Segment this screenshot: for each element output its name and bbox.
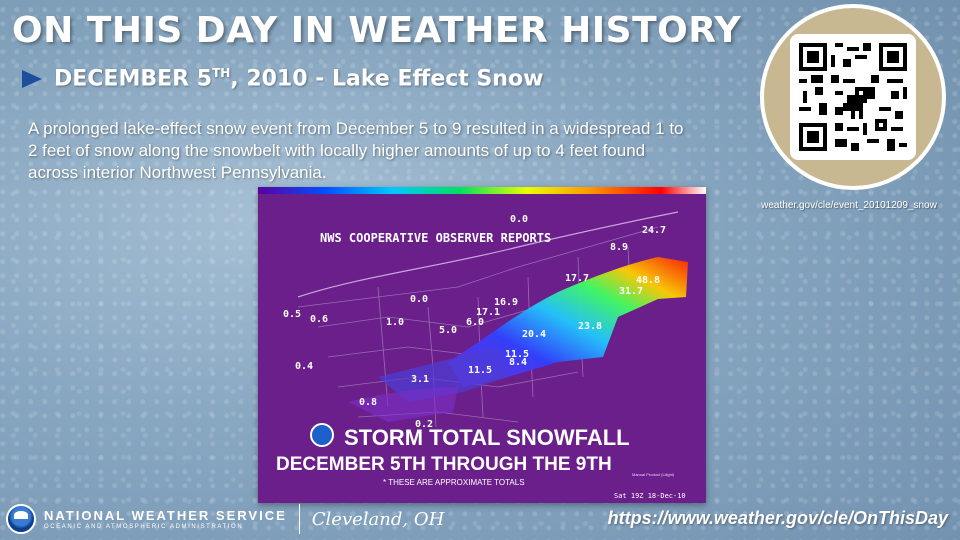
event-date: DECEMBER 5TH, 2010 - Lake Effect Snow	[54, 66, 544, 92]
page-title: ON THIS DAY IN WEATHER HISTORY	[12, 10, 742, 51]
footer-divider	[298, 504, 300, 534]
map-value: 20.4	[522, 329, 546, 340]
nws-seal-icon	[310, 423, 334, 447]
map-value: 0.2	[415, 419, 433, 430]
map-value: 11.5	[505, 349, 529, 360]
agency-name: NATIONAL WEATHER SERVICE	[44, 507, 287, 523]
map-value: 8.9	[610, 242, 628, 253]
qr-code-graphic	[795, 39, 911, 155]
map-header: NWS COOPERATIVE OBSERVER REPORTS	[320, 231, 551, 245]
dinosaur-icon	[843, 87, 875, 119]
map-value: 0.5	[283, 309, 301, 320]
map-timestamp: Sat 19Z 18-Dec-10	[614, 492, 686, 500]
map-value: 0.6	[310, 314, 328, 325]
map-value: 0.0	[410, 294, 428, 305]
map-product-note: Manual Product (Lilight)	[632, 472, 675, 477]
snowfall-map-graphic: NWS COOPERATIVE OBSERVER REPORTS 0.0 24.…	[258, 187, 706, 503]
snowfall-map: NWS COOPERATIVE OBSERVER REPORTS 0.0 24.…	[258, 187, 706, 503]
nws-footer-logo: NATIONAL WEATHER SERVICE OCEANIC AND ATM…	[6, 504, 444, 534]
map-value: 23.8	[578, 321, 602, 332]
map-value: 48.8	[636, 275, 660, 286]
map-value: 16.9	[494, 297, 518, 308]
map-value: 17.7	[565, 273, 589, 284]
map-value: 11.5	[468, 365, 492, 376]
qr-code[interactable]	[790, 34, 916, 160]
office-name: Cleveland, OH	[311, 508, 445, 530]
map-value: 1.0	[386, 317, 404, 328]
map-value: 8.4	[509, 357, 527, 368]
qr-badge[interactable]	[760, 4, 946, 190]
event-description: A prolonged lake-effect snow event from …	[28, 119, 684, 182]
map-value: 5.0	[439, 325, 457, 336]
map-value: 3.1	[411, 374, 429, 385]
on-this-day-link[interactable]: https://www.weather.gov/cle/OnThisDay	[607, 508, 948, 528]
map-value: 0.4	[295, 361, 313, 372]
noaa-logo-icon	[6, 504, 36, 534]
map-value: 24.7	[642, 225, 666, 236]
map-value: 31.7	[619, 286, 643, 297]
map-value: 0.0	[510, 214, 528, 225]
map-value: 0.8	[359, 397, 377, 408]
qr-link-caption[interactable]: weather.gov/cle/event_20101209_snow	[761, 200, 937, 211]
map-subtitle: DECEMBER 5TH THROUGH THE 9TH	[276, 454, 612, 475]
play-arrow-icon	[22, 69, 42, 88]
map-footnote: * THESE ARE APPROXIMATE TOTALS	[383, 478, 525, 487]
map-title: STORM TOTAL SNOWFALL	[344, 425, 630, 450]
map-value: 6.0	[466, 317, 484, 328]
event-subtitle: DECEMBER 5TH, 2010 - Lake Effect Snow	[22, 66, 543, 91]
agency-subtitle: OCEANIC AND ATMOSPHERIC ADMINISTRATION	[44, 523, 244, 530]
map-value: 17.1	[476, 307, 500, 318]
